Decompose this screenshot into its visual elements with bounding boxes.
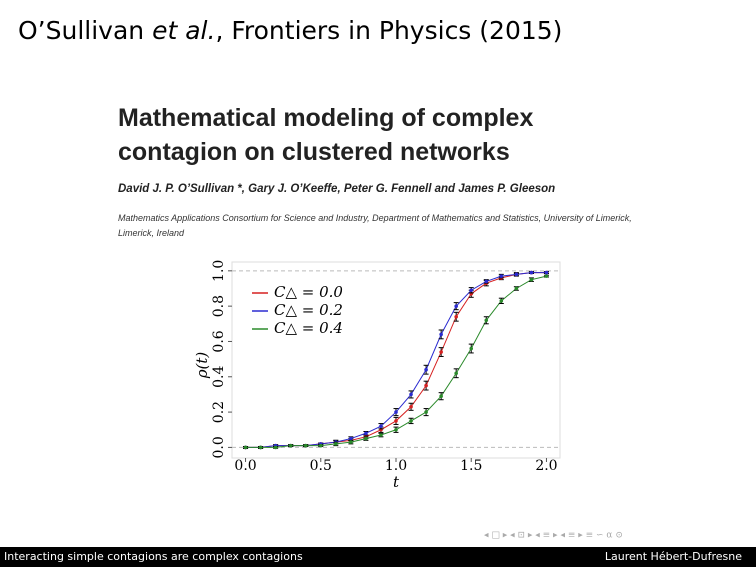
- x-tick-label: 2.0: [535, 458, 557, 474]
- point: [529, 270, 534, 275]
- point: [334, 442, 338, 446]
- point: [288, 443, 293, 448]
- title-part: et al.: [152, 16, 216, 45]
- point: [349, 436, 353, 441]
- point: [439, 350, 443, 354]
- point: [258, 445, 263, 450]
- point: [499, 274, 504, 278]
- point: [499, 299, 504, 303]
- point: [394, 419, 398, 423]
- y-tick-label: 0.8: [211, 295, 227, 317]
- point: [514, 272, 519, 277]
- x-tick-label: 0.0: [234, 458, 256, 474]
- legend-label: C△ = 0.2: [274, 301, 343, 319]
- x-axis-label: t: [393, 473, 400, 491]
- point: [454, 304, 458, 308]
- point: [379, 424, 383, 429]
- y-tick-label: 0.4: [211, 366, 227, 388]
- x-tick-label: 1.0: [385, 458, 407, 474]
- paper-affiliation: Mathematics Applications Consortium for …: [118, 213, 632, 238]
- point: [469, 346, 474, 351]
- point: [243, 445, 248, 450]
- slide-title: O’Sullivan et al., Frontiers in Physics …: [18, 16, 562, 45]
- point: [544, 270, 549, 275]
- point: [273, 445, 278, 450]
- point: [454, 371, 458, 376]
- point: [529, 277, 534, 282]
- paper-title: Mathematical modeling of complex contagio…: [118, 101, 533, 169]
- point: [544, 274, 549, 278]
- title-line: contagion on clustered networks: [118, 138, 510, 166]
- footer-right: Laurent Hébert-Dufresne: [604, 550, 742, 563]
- y-axis-label: ρ(t): [193, 352, 211, 380]
- point: [318, 443, 323, 448]
- point: [303, 443, 308, 448]
- chart: t ρ(t) ◂ □ ▸ ◂ ⊡ ▸ ◂ ≡ ▸ ◂ ≡ ▸ ≡ ∽ α ⊙ 0…: [193, 260, 623, 541]
- point: [409, 419, 413, 423]
- point: [409, 392, 413, 397]
- point: [364, 436, 368, 441]
- x-tick-label: 1.5: [460, 458, 482, 474]
- title-part: , Frontiers in Physics (2015): [215, 16, 563, 45]
- footer-left: Interacting simple contagions are comple…: [4, 550, 303, 563]
- y-tick-label: 0.6: [211, 330, 227, 352]
- paper-authors: David J. P. O’Sullivan *, Gary J. O’Keef…: [118, 183, 556, 195]
- point: [364, 431, 368, 436]
- point: [349, 440, 353, 444]
- title-part: O’Sullivan: [18, 16, 153, 45]
- point: [514, 286, 519, 291]
- svg-text:◂ □ ▸ ◂ ⊡ ▸ ◂ ≡ ▸ ◂ ≡ ▸ ≡ ∽ α: ◂ □ ▸ ◂ ⊡ ▸ ◂ ≡ ▸ ◂ ≡ ▸ ≡ ∽ α ⊙: [484, 531, 623, 541]
- point: [439, 394, 443, 398]
- point: [484, 318, 489, 323]
- point: [379, 433, 383, 437]
- x-tick-label: 0.5: [310, 458, 332, 474]
- point: [409, 404, 413, 409]
- point: [394, 410, 398, 414]
- legend-label: C△ = 0.0: [274, 283, 343, 301]
- point: [469, 288, 474, 293]
- y-tick-label: 0.2: [211, 401, 227, 423]
- title-line: Mathematical modeling of complex: [118, 104, 534, 132]
- point: [484, 279, 489, 284]
- y-tick-label: 1.0: [211, 260, 227, 282]
- point: [424, 383, 428, 388]
- point: [394, 427, 398, 432]
- point: [439, 332, 443, 337]
- footer: Interacting simple contagions are comple…: [0, 547, 756, 567]
- point: [424, 410, 428, 414]
- nav-symbols: ◂ □ ▸ ◂ ⊡ ▸ ◂ ≡ ▸ ◂ ≡ ▸ ≡ ∽ α ⊙: [484, 531, 623, 541]
- point: [424, 367, 428, 372]
- point: [454, 314, 458, 319]
- y-tick-label: 0.0: [211, 436, 227, 458]
- legend-label: C△ = 0.4: [274, 319, 343, 337]
